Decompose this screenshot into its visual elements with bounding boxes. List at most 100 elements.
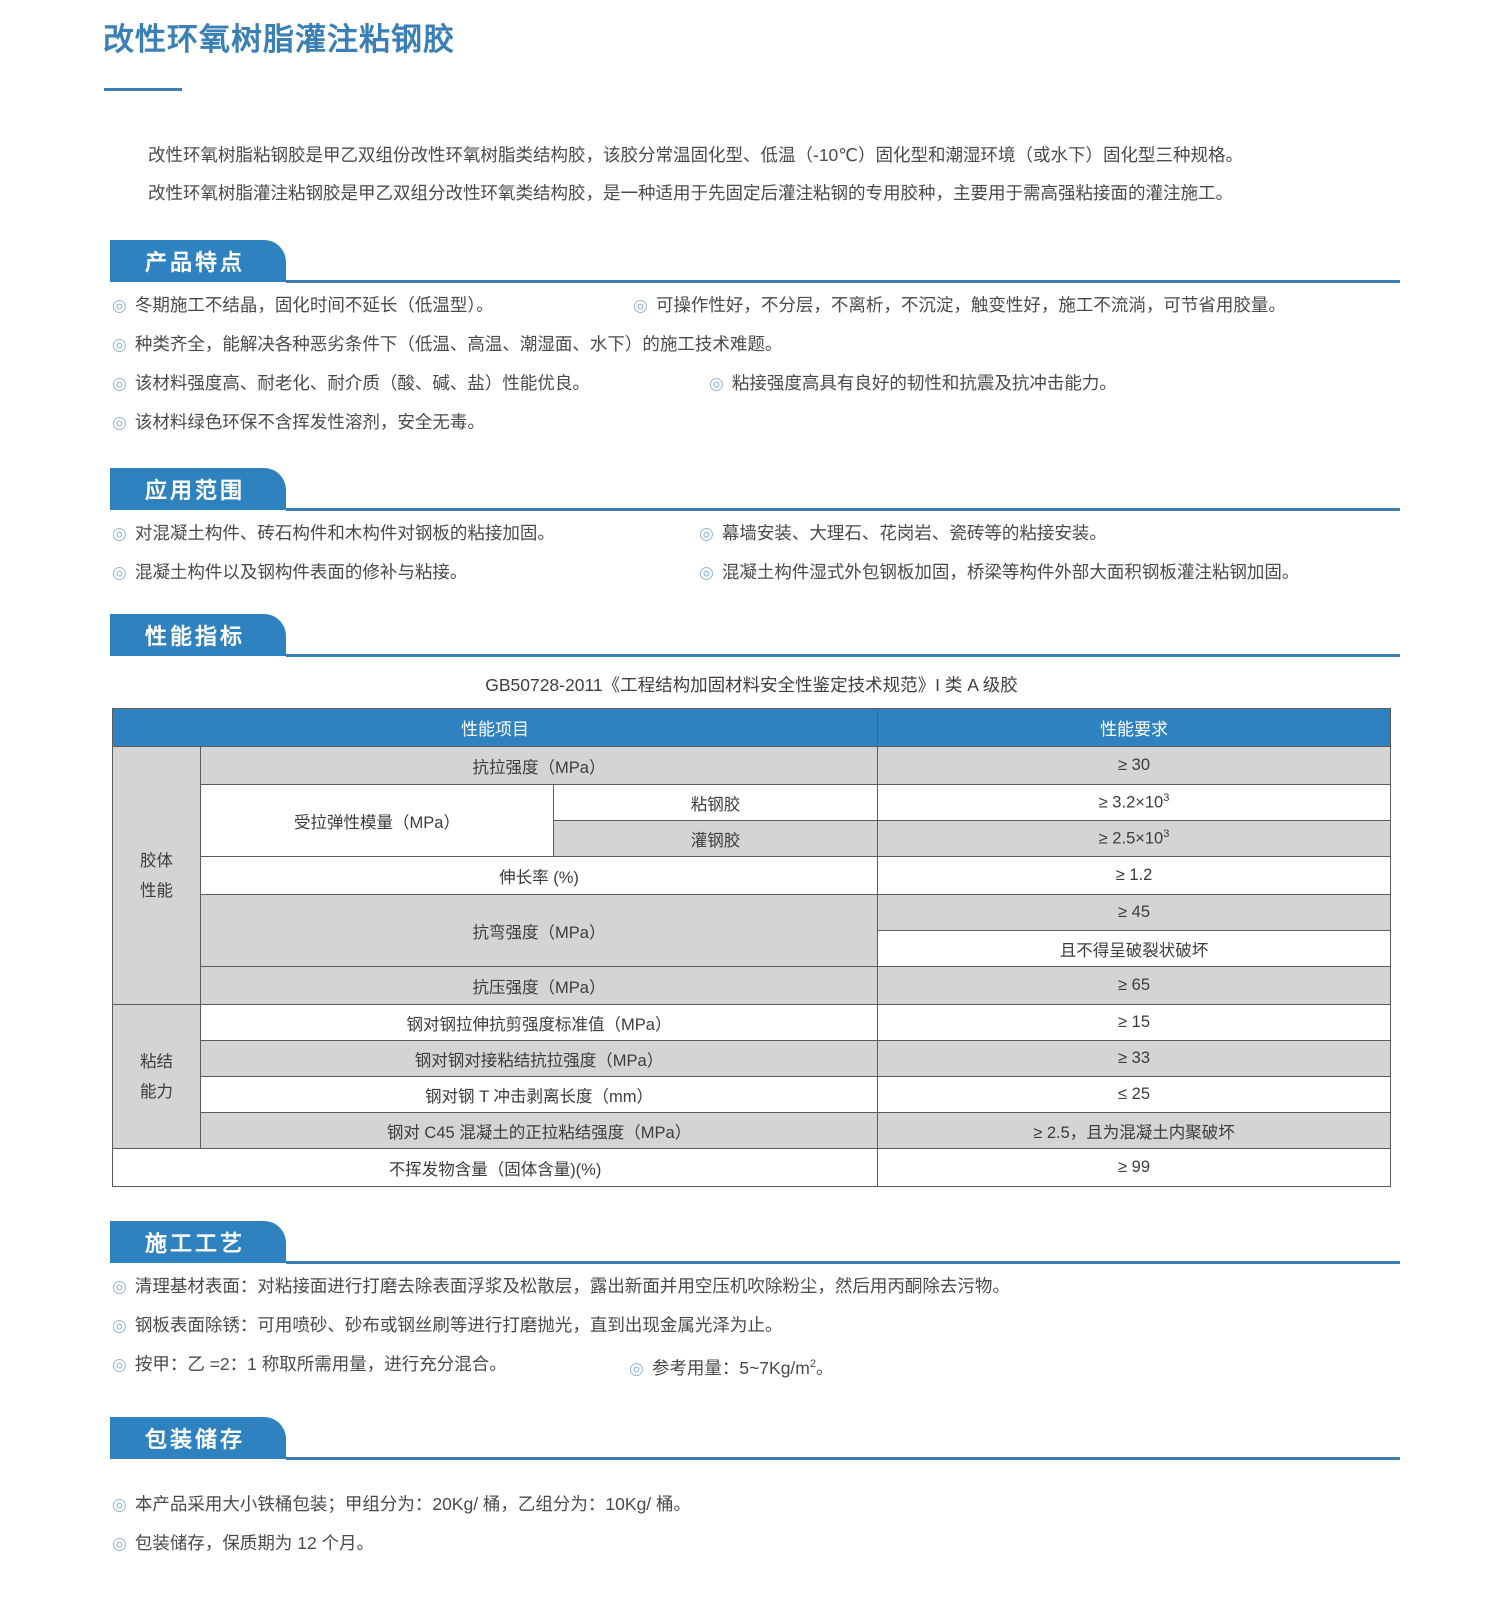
list-item: ◎ 混凝土构件湿式外包钢板加固，桥梁等构件外部大面积钢板灌注粘钢加固。: [699, 558, 1299, 587]
list-item-label: 种类齐全，能解决各种恶劣条件下（低温、高温、潮湿面、水下）的施工技术难题。: [134, 334, 783, 354]
list-item-label: 混凝土构件湿式外包钢板加固，桥梁等构件外部大面积钢板灌注粘钢加固。: [721, 562, 1300, 582]
list-item: ◎ 混凝土构件以及钢构件表面的修补与粘接。: [112, 558, 467, 587]
row-value: ≤ 25: [877, 1076, 1392, 1113]
features-list: ◎ 冬期施工不结晶，固化时间不延长（低温型）。 ◎ 可操作性好，不分层，不离析，…: [112, 291, 1412, 447]
list-item-label: 混凝土构件以及钢构件表面的修补与粘接。: [134, 562, 468, 582]
section-tab-process: 施工工艺: [110, 1221, 286, 1263]
circle-bullet-icon: ◎: [112, 1495, 127, 1514]
list-item-label: 清理基材表面：对粘接面进行打磨去除表面浮浆及松散层，露出新面并用空压机吹除粉尘，…: [134, 1276, 1010, 1296]
section-header-packaging: 包装储存: [110, 1417, 1400, 1463]
list-item-label: 幕墙安装、大理石、花岗岩、瓷砖等的粘接安装。: [721, 523, 1107, 543]
list-row: ◎ 该材料强度高、耐老化、耐介质（酸、碱、盐）性能优良。 ◎ 粘接强度高具有良好…: [112, 369, 1412, 408]
section-header-process: 施工工艺: [110, 1221, 1400, 1267]
list-row: ◎ 按甲：乙 =2：1 称取所需用量，进行充分混合。 ◎ 参考用量：5~7Kg/…: [112, 1350, 1412, 1389]
table-row: 钢对钢对接粘结抗拉强度（MPa） ≥ 33: [113, 1040, 1392, 1077]
list-row: ◎ 该材料绿色环保不含挥发性溶剂，安全无毒。: [112, 408, 1412, 447]
list-item: ◎ 该材料绿色环保不含挥发性溶剂，安全无毒。: [112, 408, 485, 437]
row-value: ≥ 45: [877, 894, 1392, 931]
list-item: ◎ 粘接强度高具有良好的韧性和抗震及抗冲击能力。: [709, 369, 1117, 398]
section-rule: [286, 1261, 1400, 1264]
table-row: 且不得呈破裂状破坏: [113, 930, 1392, 967]
list-row: ◎ 钢板表面除锈：可用喷砂、砂布或钢丝刷等进行打磨抛光，直到出现金属光泽为止。: [112, 1311, 1412, 1350]
row-item: 钢对钢 T 冲击剥离长度（mm）: [199, 1076, 879, 1113]
packaging-list: ◎ 本产品采用大小铁桶包装；甲组分为：20Kg/ 桶，乙组分为：10Kg/ 桶。…: [112, 1490, 1412, 1568]
row-item: 钢对钢拉伸抗剪强度标准值（MPa）: [199, 1004, 879, 1041]
circle-bullet-icon: ◎: [112, 413, 127, 432]
row-value: ≥ 33: [877, 1040, 1392, 1077]
table-row: 钢对钢 T 冲击剥离长度（mm） ≤ 25: [113, 1076, 1392, 1113]
section-rule: [286, 1457, 1400, 1460]
section-header-application: 应用范围: [110, 468, 1400, 514]
row-item: 不挥发物含量（固体含量)(%): [111, 1148, 879, 1187]
table-header-row: 性能项目 性能要求: [111, 708, 1392, 747]
circle-bullet-icon: ◎: [112, 1277, 127, 1296]
column-header-item: 性能项目: [111, 708, 879, 747]
list-item-label: 冬期施工不结晶，固化时间不延长（低温型）。: [134, 295, 494, 315]
row-value: ≥ 15: [877, 1004, 1392, 1041]
table-row: 钢对 C45 混凝土的正拉粘结强度（MPa） ≥ 2.5，且为混凝土内聚破坏: [113, 1112, 1392, 1149]
row-item: 抗拉强度（MPa）: [199, 746, 879, 785]
application-list: ◎ 对混凝土构件、砖石构件和木构件对钢板的粘接加固。 ◎ 幕墙安装、大理石、花岗…: [112, 519, 1412, 597]
standard-reference: GB50728-2011《工程结构加固材料安全性鉴定技术规范》I 类 A 级胶: [485, 675, 1018, 695]
list-item-label: 对混凝土构件、砖石构件和木构件对钢板的粘接加固。: [134, 523, 555, 543]
circle-bullet-icon: ◎: [699, 563, 714, 582]
row-item: 钢对钢对接粘结抗拉强度（MPa）: [199, 1040, 879, 1077]
list-item: ◎ 包装储存，保质期为 12 个月。: [112, 1529, 374, 1558]
circle-bullet-icon: ◎: [112, 335, 127, 354]
list-item-label: 按甲：乙 =2：1 称取所需用量，进行充分混合。: [134, 1354, 507, 1374]
list-item-label: 该材料绿色环保不含挥发性溶剂，安全无毒。: [134, 412, 485, 432]
list-item: ◎ 参考用量：5~7Kg/m2。: [629, 1350, 834, 1383]
list-row: ◎ 对混凝土构件、砖石构件和木构件对钢板的粘接加固。 ◎ 幕墙安装、大理石、花岗…: [112, 519, 1412, 558]
row-category-bond: 粘结 能力: [112, 1004, 201, 1149]
circle-bullet-icon: ◎: [112, 1316, 127, 1335]
row-item: 受拉弹性模量（MPa）: [200, 784, 554, 857]
title-underline: [104, 88, 182, 91]
row-item: 抗弯强度（MPa）: [199, 894, 879, 967]
section-header-performance: 性能指标: [110, 614, 1400, 660]
intro-paragraph-1: 改性环氧树脂粘钢胶是甲乙双组份改性环氧树脂类结构胶，该胶分常温固化型、低温（-1…: [148, 145, 1243, 165]
row-subitem: 粘钢胶: [552, 784, 879, 821]
list-row: ◎ 种类齐全，能解决各种恶劣条件下（低温、高温、潮湿面、水下）的施工技术难题。: [112, 330, 1412, 369]
circle-bullet-icon: ◎: [633, 296, 648, 315]
row-item: 钢对 C45 混凝土的正拉粘结强度（MPa）: [199, 1112, 879, 1149]
row-value: ≥ 2.5×103: [877, 820, 1392, 857]
row-value: ≥ 99: [877, 1148, 1392, 1187]
performance-spec-table: 性能项目 性能要求 胶体 性能 抗拉强度（MPa） ≥ 30 受拉弹性模量（MPa…: [111, 708, 1392, 1187]
list-item: ◎ 钢板表面除锈：可用喷砂、砂布或钢丝刷等进行打磨抛光，直到出现金属光泽为止。: [112, 1311, 782, 1340]
list-row: ◎ 清理基材表面：对粘接面进行打磨去除表面浮浆及松散层，露出新面并用空压机吹除粉…: [112, 1272, 1412, 1311]
list-item: ◎ 按甲：乙 =2：1 称取所需用量，进行充分混合。: [112, 1350, 507, 1379]
section-tab-application: 应用范围: [110, 468, 286, 510]
intro-paragraph-2: 改性环氧树脂灌注粘钢胶是甲乙双组分改性环氧类结构胶，是一种适用于先固定后灌注粘钢…: [148, 183, 1233, 203]
circle-bullet-icon: ◎: [629, 1358, 644, 1378]
list-item-label: 该材料强度高、耐老化、耐介质（酸、碱、盐）性能优良。: [134, 373, 590, 393]
process-list: ◎ 清理基材表面：对粘接面进行打磨去除表面浮浆及松散层，露出新面并用空压机吹除粉…: [112, 1272, 1412, 1389]
section-rule: [286, 280, 1400, 283]
table-row: 粘结 能力 钢对钢拉伸抗剪强度标准值（MPa） ≥ 15: [112, 1004, 1392, 1149]
table-row: 伸长率 (%) ≥ 1.2: [113, 856, 1392, 895]
row-category-glue-body: 胶体 性能: [112, 746, 201, 1005]
section-rule: [286, 508, 1400, 511]
column-header-requirement: 性能要求: [877, 708, 1392, 747]
list-item-label: 包装储存，保质期为 12 个月。: [134, 1533, 375, 1553]
list-item: ◎ 可操作性好，不分层，不离析，不沉淀，触变性好，施工不流淌，可节省用胶量。: [633, 291, 1286, 320]
list-row: ◎ 包装储存，保质期为 12 个月。: [112, 1529, 1412, 1568]
list-row: ◎ 本产品采用大小铁桶包装；甲组分为：20Kg/ 桶，乙组分为：10Kg/ 桶。: [112, 1490, 1412, 1529]
list-item-label: 钢板表面除锈：可用喷砂、砂布或钢丝刷等进行打磨抛光，直到出现金属光泽为止。: [134, 1315, 783, 1335]
circle-bullet-icon: ◎: [112, 524, 127, 543]
circle-bullet-icon: ◎: [112, 374, 127, 393]
row-item: 抗压强度（MPa）: [199, 966, 879, 1005]
row-value: ≥ 1.2: [877, 856, 1392, 895]
row-value: ≥ 30: [877, 746, 1392, 785]
list-item: ◎ 本产品采用大小铁桶包装；甲组分为：20Kg/ 桶，乙组分为：10Kg/ 桶。: [112, 1490, 691, 1519]
section-rule: [286, 654, 1400, 657]
table-row: 受拉弹性模量（MPa） 粘钢胶 ≥ 3.2×103: [113, 784, 1392, 857]
list-item: ◎ 冬期施工不结晶，固化时间不延长（低温型）。: [112, 291, 494, 320]
list-item-label: 粘接强度高具有良好的韧性和抗震及抗冲击能力。: [731, 373, 1117, 393]
list-item: ◎ 对混凝土构件、砖石构件和木构件对钢板的粘接加固。: [112, 519, 555, 548]
circle-bullet-icon: ◎: [112, 563, 127, 582]
circle-bullet-icon: ◎: [112, 1534, 127, 1553]
table-row: 胶体 性能 抗拉强度（MPa） ≥ 30: [112, 746, 1392, 1005]
list-item: ◎ 清理基材表面：对粘接面进行打磨去除表面浮浆及松散层，露出新面并用空压机吹除粉…: [112, 1272, 1010, 1301]
list-item-label: 可操作性好，不分层，不离析，不沉淀，触变性好，施工不流淌，可节省用胶量。: [655, 295, 1286, 315]
circle-bullet-icon: ◎: [699, 524, 714, 543]
